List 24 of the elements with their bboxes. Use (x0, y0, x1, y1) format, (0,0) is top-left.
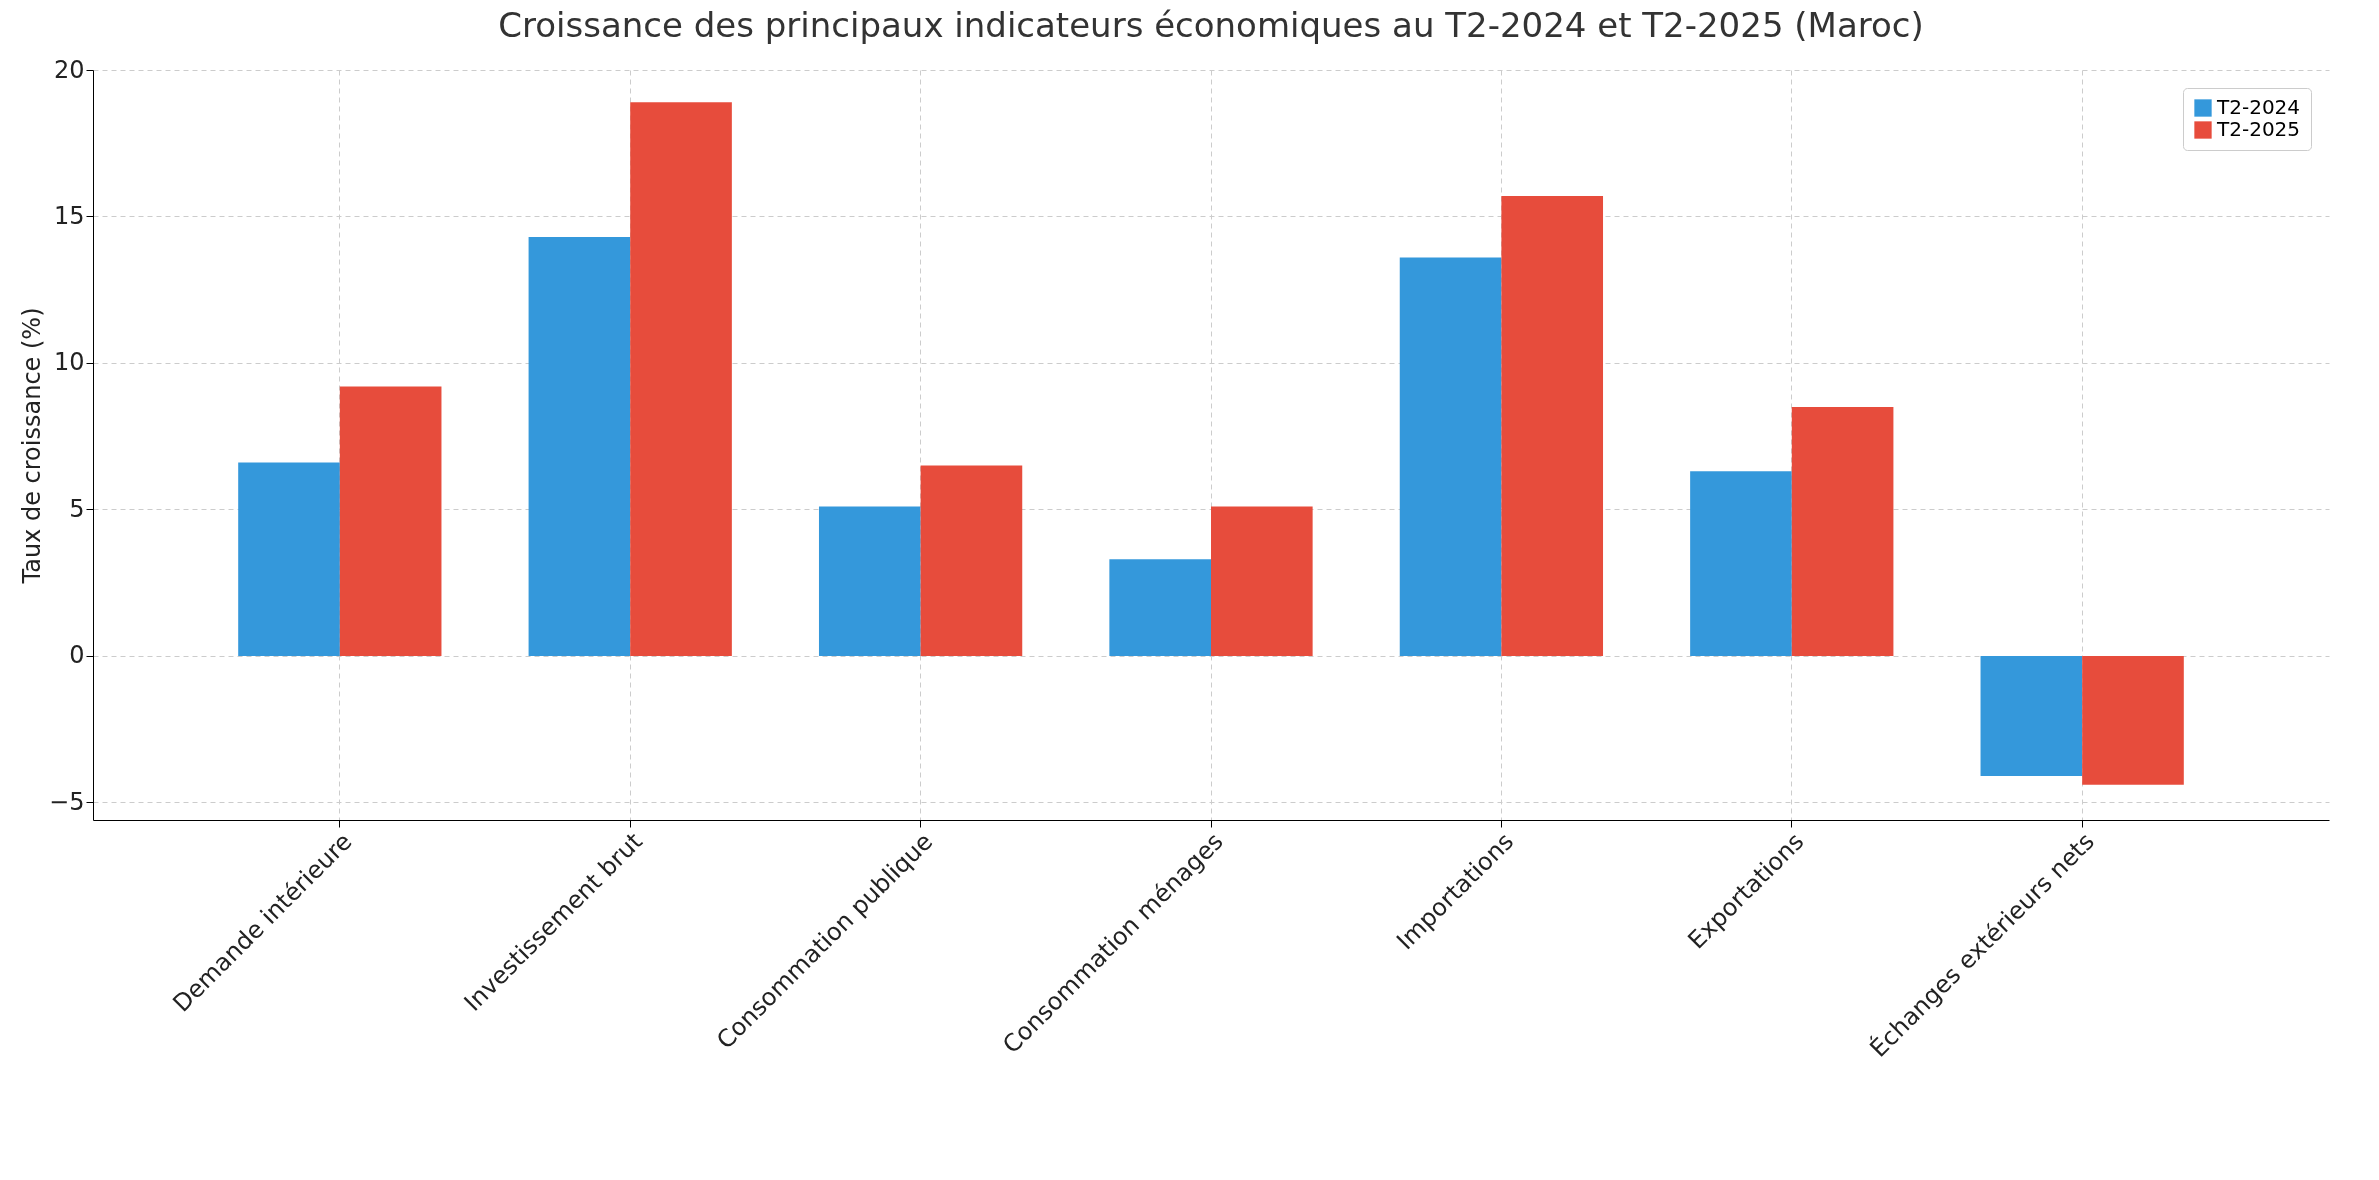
bar (1501, 195, 1604, 656)
bar (1399, 257, 1502, 656)
y-tick-label: 20 (53, 55, 85, 84)
bar (1211, 506, 1313, 656)
bar (1109, 559, 1211, 656)
y-axis-title: Taux de croissance (%) (18, 307, 47, 585)
bar (1980, 655, 2083, 777)
y-tick-label: 0 (69, 641, 85, 670)
legend-label: T2-2025 (2216, 117, 2301, 141)
bar (238, 462, 340, 656)
bar (1791, 406, 1894, 656)
bar (339, 386, 442, 656)
y-tick-label: 5 (69, 494, 85, 523)
bar (2082, 655, 2184, 785)
legend-label: T2-2024 (2216, 95, 2301, 119)
y-tick-label: 15 (53, 201, 85, 230)
bar (1690, 471, 1792, 656)
bar (818, 506, 921, 656)
chart-title: Croissance des principaux indicateurs économiques au T2-2024 et T2-2025 (Maroc) (498, 5, 1924, 45)
bar (528, 236, 631, 656)
bar (630, 102, 732, 656)
y-tick-label: 10 (53, 348, 85, 377)
bar (920, 465, 1023, 656)
y-tick-label: −5 (49, 787, 85, 816)
